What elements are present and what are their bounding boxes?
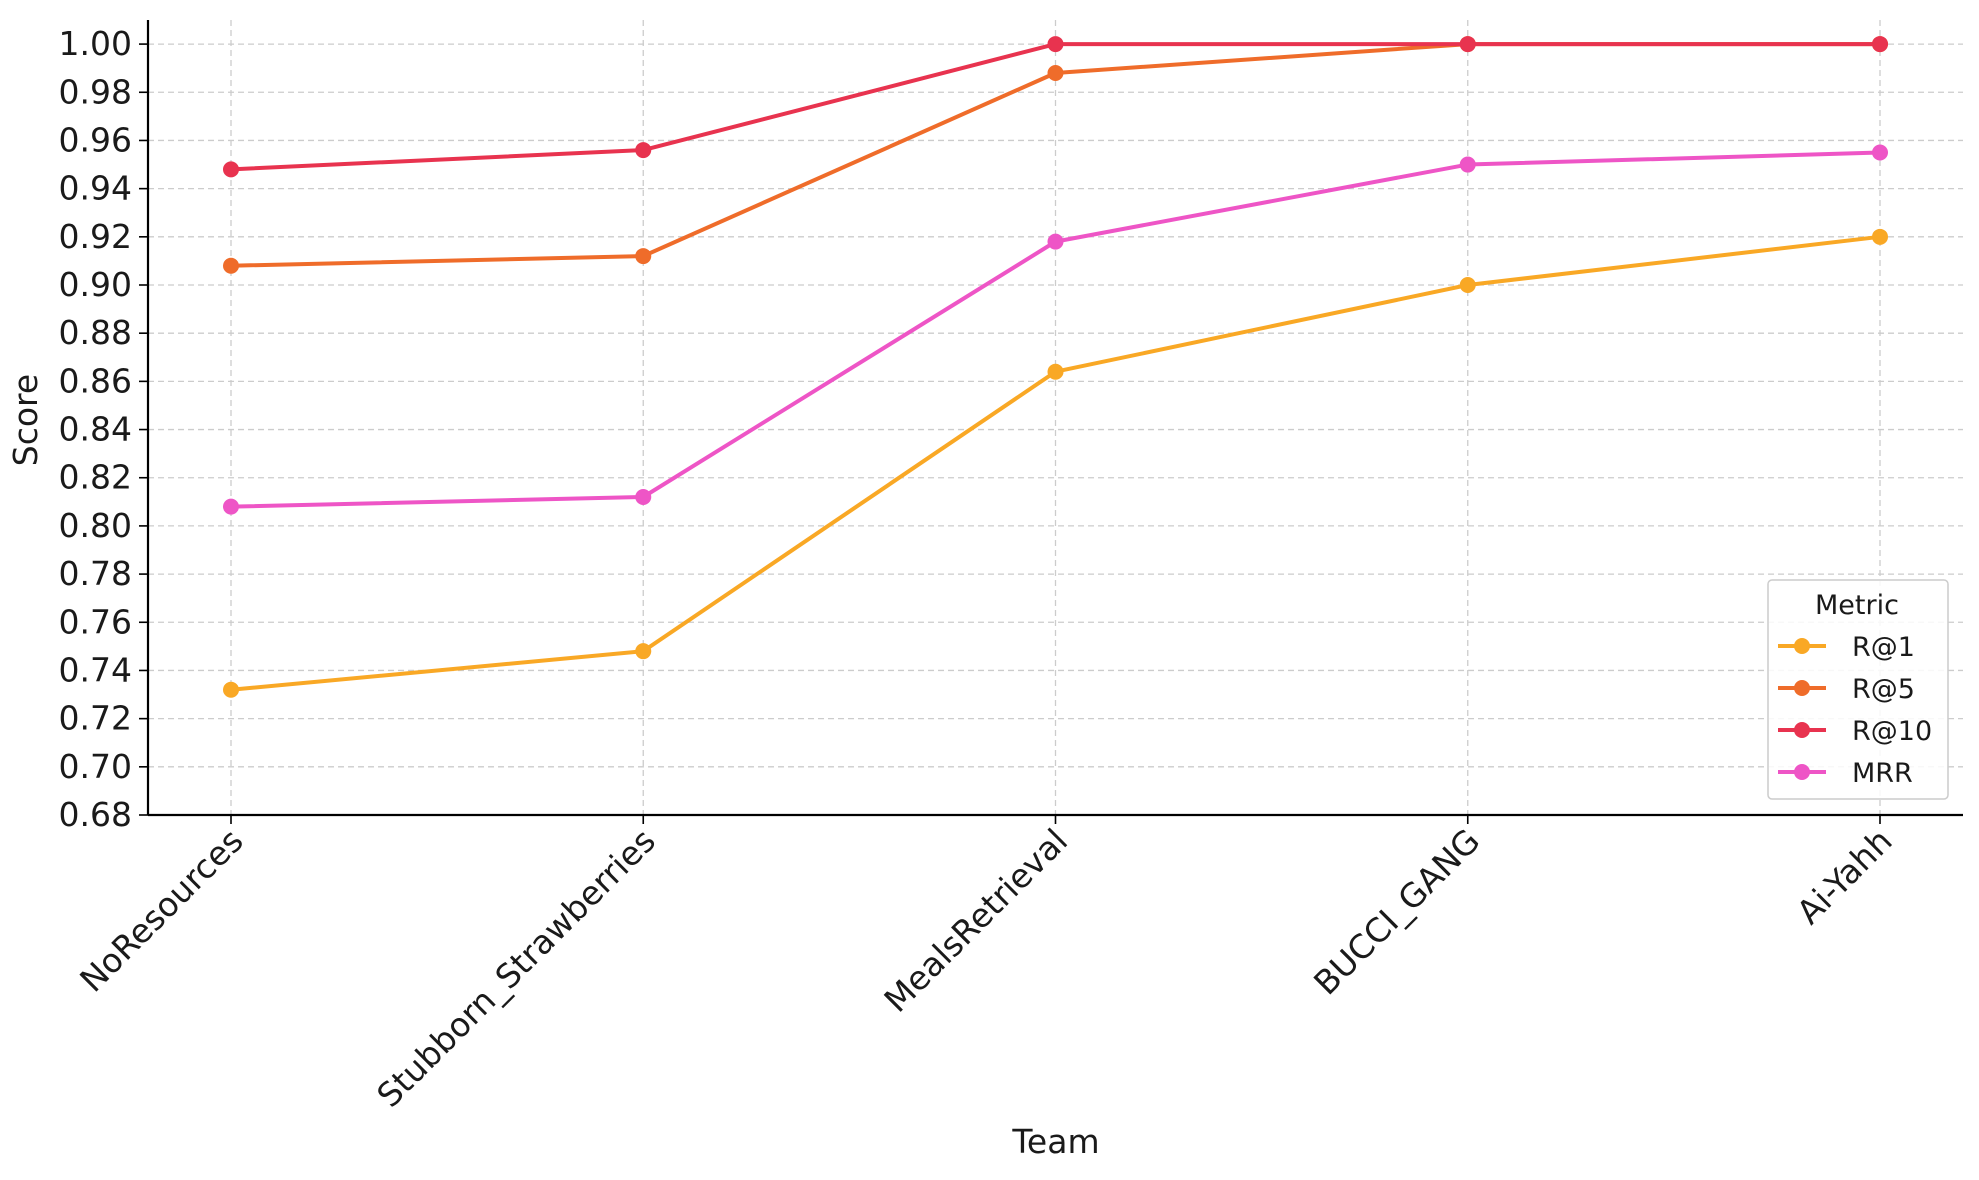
y-tick-label: 0.86 — [59, 361, 132, 400]
legend-label-r10: R@10 — [1852, 716, 1932, 747]
legend-swatch-marker-r1 — [1794, 638, 1810, 654]
x-tick-label: BUCCI_GANG — [1306, 821, 1487, 1002]
x-axis-title: Team — [1011, 1122, 1099, 1161]
legend: Metric R@1 R@5 R@10 MRR — [1767, 579, 1949, 800]
data-point-r10 — [1872, 36, 1888, 53]
axes-layer: 0.68 0.70 0.72 0.74 0.76 0.78 0.80 0.82 0.84 0.86… — [59, 20, 1963, 1115]
legend-box — [1767, 579, 1949, 800]
data-point-mrr — [1459, 156, 1476, 173]
y-tick-label: 0.76 — [59, 602, 132, 641]
y-tick-label: 0.80 — [59, 506, 132, 545]
y-tick-label: 0.74 — [59, 650, 132, 689]
legend-label-r5: R@5 — [1852, 674, 1915, 705]
x-tick-label: Ai-Yahh — [1789, 821, 1900, 932]
x-tick-label: Stubborn_Strawberries — [369, 821, 663, 1115]
legend-label-r1: R@1 — [1852, 632, 1915, 663]
data-point-r10 — [1047, 36, 1064, 53]
data-point-r5 — [223, 257, 239, 274]
legend-title: Metric — [1815, 590, 1899, 621]
data-point-r1 — [1459, 277, 1476, 293]
data-point-mrr — [1047, 233, 1064, 250]
y-tick-label: 0.94 — [59, 169, 132, 208]
y-tick-label: 0.84 — [59, 410, 132, 449]
data-point-r1 — [223, 681, 239, 698]
series-layer — [223, 36, 1888, 698]
x-tick-label: NoResources — [72, 821, 250, 999]
y-tick-label: 0.96 — [59, 120, 132, 159]
legend-swatch-marker-r5 — [1794, 680, 1810, 696]
y-tick-label: 0.90 — [59, 265, 132, 304]
y-tick-label: 0.82 — [59, 458, 132, 497]
y-tick-label: 1.00 — [59, 24, 132, 63]
y-tick-label: 0.78 — [59, 554, 132, 593]
data-point-r1 — [635, 643, 652, 660]
data-point-r5 — [1047, 65, 1064, 81]
data-point-r10 — [1459, 36, 1476, 53]
legend-items: R@1 R@5 R@10 MRR — [1778, 632, 1932, 789]
y-tick-label: 0.98 — [59, 72, 132, 111]
data-point-r5 — [635, 248, 652, 265]
legend-label-mrr: MRR — [1852, 758, 1913, 789]
y-tick-label: 0.68 — [59, 795, 132, 834]
legend-swatch-marker-mrr — [1794, 764, 1810, 780]
data-point-mrr — [1872, 144, 1888, 161]
y-tick-label: 0.88 — [59, 313, 132, 352]
y-tick-label: 0.92 — [59, 217, 132, 256]
x-tick-label: MealsRetrieval — [876, 821, 1075, 1020]
data-point-r1 — [1047, 363, 1064, 380]
data-point-r10 — [223, 161, 239, 178]
data-point-r1 — [1872, 228, 1888, 245]
data-point-mrr — [223, 498, 239, 515]
legend-swatch-marker-r10 — [1794, 722, 1810, 738]
y-axis-title: Score — [6, 374, 45, 466]
y-tick-label: 0.72 — [59, 699, 132, 738]
data-point-r10 — [635, 142, 652, 159]
data-point-mrr — [635, 489, 652, 505]
grid-layer — [148, 20, 1963, 816]
y-tick-label: 0.70 — [59, 747, 132, 786]
